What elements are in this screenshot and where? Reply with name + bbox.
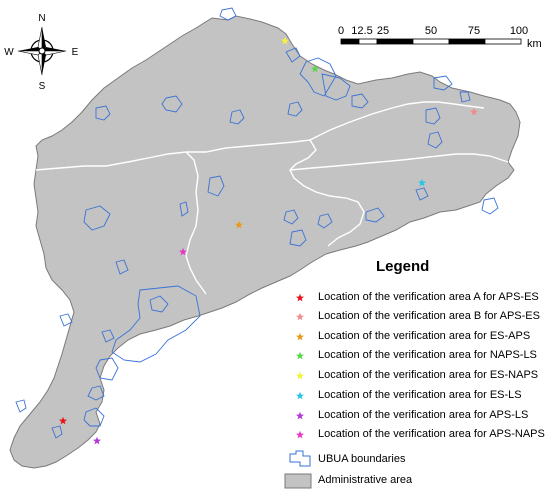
marker-aps-ls	[93, 436, 101, 445]
legend-star-0	[296, 293, 304, 302]
scale-bar	[340, 38, 522, 45]
legend-star-1	[296, 312, 304, 321]
legend-symbols	[284, 293, 312, 489]
marker-aps-naps	[179, 247, 187, 256]
compass-south-label: S	[39, 81, 46, 92]
scale-unit: km	[527, 38, 542, 50]
district-boundary	[289, 153, 509, 171]
scale-tick-3: 50	[425, 25, 437, 37]
district-boundary	[35, 151, 207, 295]
district-boundary	[186, 139, 365, 247]
scale-tick-5: 100	[510, 25, 528, 37]
marker-es-aps	[235, 220, 243, 229]
marker-es-ls	[418, 178, 426, 187]
scale-tick-2: 25	[377, 25, 389, 37]
legend-star-7	[296, 430, 304, 439]
marker-naps-ls	[311, 64, 319, 73]
legend-label-es-ls: Location of the verification area for ES…	[318, 389, 522, 401]
compass-east-label: E	[72, 47, 79, 58]
legend-star-2	[296, 332, 304, 341]
scale-tick-0: 0	[338, 25, 344, 37]
legend-ubua-symbol	[289, 450, 311, 467]
legend-label-ubua: UBUA boundaries	[318, 453, 406, 465]
marker-es-naps	[281, 36, 289, 45]
marker-area-a-aps-es	[59, 416, 67, 425]
legend-admin-symbol	[284, 473, 312, 489]
legend-label-es-naps: Location of the verification area for ES…	[318, 369, 539, 381]
compass-west-label: W	[4, 47, 14, 58]
legend-label-aps-naps: Location of the verification area for AP…	[318, 428, 545, 440]
district-boundary	[309, 101, 485, 141]
legend-label-admin: Administrative area	[318, 474, 413, 486]
legend-star-3	[296, 351, 304, 360]
legend-star-4	[296, 371, 304, 380]
legend-label-es-aps: Location of the verification area for ES…	[318, 330, 531, 342]
ubua-boundaries	[15, 7, 499, 439]
legend-label-aps-es-a: Location of the verification area A for …	[318, 291, 539, 303]
scale-tick-4: 75	[468, 25, 480, 37]
legend-star-6	[296, 411, 304, 420]
compass-north-label: N	[38, 13, 45, 24]
legend-label-naps-ls: Location of the verification area for NA…	[318, 349, 537, 361]
marker-area-b-aps-es	[470, 107, 478, 116]
administrative-area-map	[9, 15, 521, 469]
legend-label-aps-es-b: Location of the verification area B for …	[318, 310, 540, 322]
compass-rose	[17, 26, 67, 76]
legend-title: Legend	[376, 258, 430, 275]
legend-star-5	[296, 391, 304, 400]
legend-label-aps-ls: Location of the verification area for AP…	[318, 409, 529, 421]
verification-stars	[59, 36, 478, 445]
scale-tick-1: 12.5	[351, 25, 372, 37]
